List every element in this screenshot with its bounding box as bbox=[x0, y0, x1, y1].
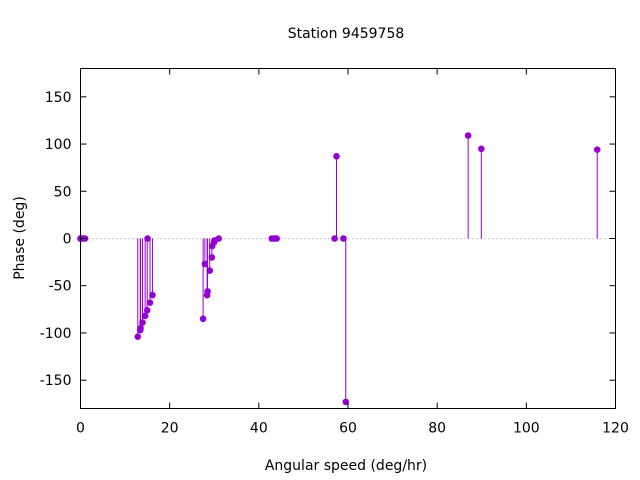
chart-title: Station 9459758 bbox=[288, 26, 405, 42]
data-point bbox=[137, 324, 144, 332]
data-point bbox=[478, 145, 485, 153]
data-point bbox=[208, 254, 216, 261]
data-point bbox=[149, 291, 156, 299]
x-tick-label: 0 bbox=[76, 421, 85, 437]
y-tick-label: 100 bbox=[45, 137, 72, 153]
y-tick-label: -100 bbox=[40, 326, 72, 342]
data-point bbox=[333, 153, 340, 160]
y-tick-label: -150 bbox=[40, 373, 72, 389]
x-tick-label: 100 bbox=[513, 421, 540, 437]
data-point bbox=[206, 267, 214, 274]
data-point bbox=[215, 235, 223, 242]
data-point bbox=[593, 146, 601, 154]
data-point bbox=[204, 288, 211, 295]
y-axis-label: Phase (deg) bbox=[12, 196, 28, 280]
data-point bbox=[134, 333, 142, 341]
data-point bbox=[146, 299, 154, 307]
data-point bbox=[464, 132, 472, 139]
data-point bbox=[144, 235, 151, 242]
y-tick-label: 50 bbox=[54, 184, 72, 200]
data-point bbox=[141, 312, 149, 320]
axis-ticks: 0 20 40 60 80 100 120 -150 -100 -50 0 50 100 150 bbox=[40, 68, 629, 437]
data-point bbox=[199, 315, 207, 323]
x-tick-label: 20 bbox=[161, 421, 179, 437]
x-axis-label: Angular speed (deg/hr) bbox=[265, 458, 427, 474]
x-tick-label: 120 bbox=[602, 421, 629, 437]
x-tick-label: 80 bbox=[428, 421, 446, 437]
y-tick-label: 150 bbox=[45, 90, 72, 106]
x-tick-label: 40 bbox=[250, 421, 268, 437]
data-point bbox=[139, 319, 146, 326]
plot-area bbox=[77, 132, 616, 406]
data-point bbox=[342, 398, 350, 406]
data-point bbox=[273, 235, 280, 242]
data-point bbox=[201, 260, 209, 268]
x-tick-label: 60 bbox=[339, 421, 357, 437]
data-point bbox=[340, 235, 347, 242]
data-point bbox=[143, 306, 151, 314]
y-tick-label: -50 bbox=[49, 279, 72, 295]
y-tick-label: 0 bbox=[63, 232, 72, 248]
